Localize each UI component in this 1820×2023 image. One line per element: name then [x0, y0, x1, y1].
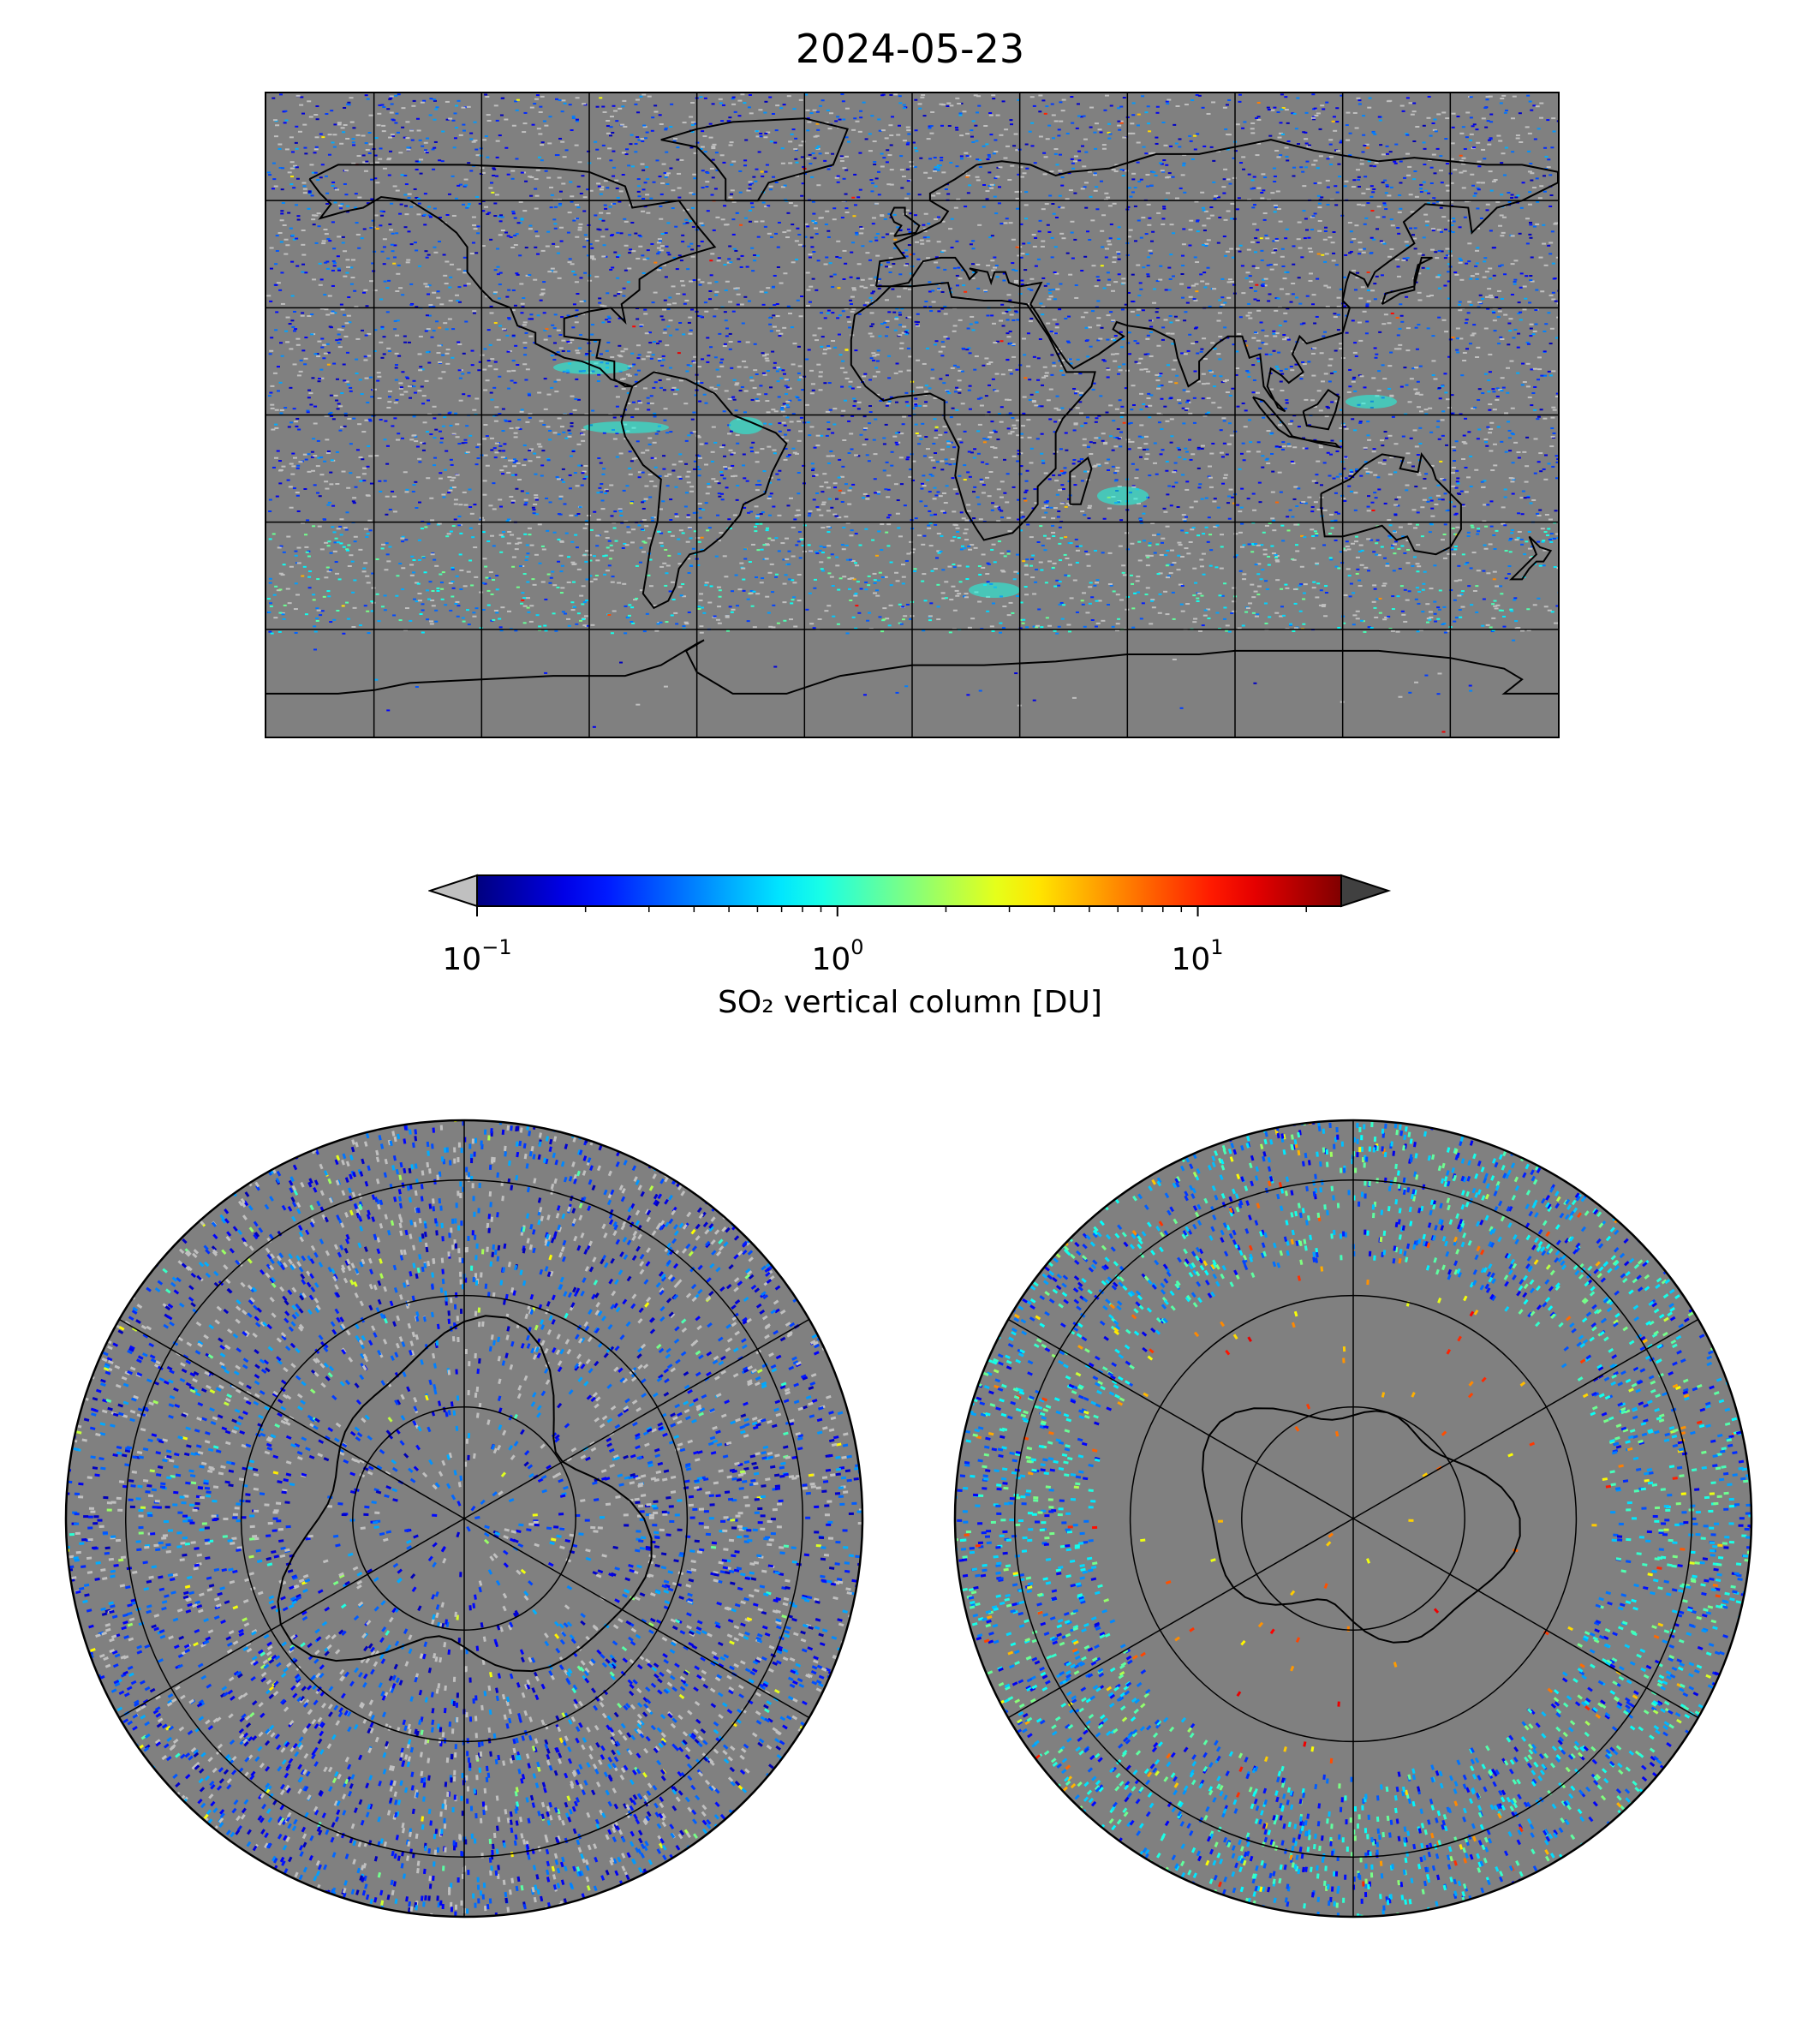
meridian-5	[1352, 1318, 1699, 1519]
coastline-new-zealand	[1509, 535, 1553, 581]
so2-enhancement-2	[729, 417, 763, 434]
colorbar-tick-1: 100	[811, 935, 864, 977]
coastline-uk	[889, 206, 921, 237]
polar-so2-speckle	[955, 1120, 1751, 1917]
coastline-japan	[1381, 256, 1433, 306]
so2-enhancement-3	[1097, 486, 1149, 505]
meridian-2	[1007, 1518, 1354, 1719]
north-polar-map	[64, 1119, 864, 1919]
coastline-south-america	[620, 371, 788, 610]
coastline-indonesia	[1252, 396, 1342, 449]
polar-boundary	[64, 1119, 864, 1919]
so2-enhancement-0	[553, 361, 630, 374]
so2-enhancement-1	[583, 421, 669, 433]
colorbar-gradient	[476, 874, 1342, 907]
colorbar-tick-0: 10−1	[442, 935, 512, 977]
colorbar-tick-2: 101	[1171, 935, 1224, 977]
meridian-2	[118, 1518, 465, 1719]
coastline-antarctica	[1202, 1407, 1521, 1644]
south-polar-map	[953, 1119, 1753, 1919]
coastline-africa	[850, 282, 1096, 541]
coastline-antarctica	[266, 639, 1558, 695]
polar-gridlines	[118, 1120, 810, 1917]
meridian-1	[1007, 1318, 1354, 1519]
coastline-arctic	[277, 1315, 653, 1673]
colorbar-over-arrow	[1340, 874, 1392, 908]
colorbar-label: SO₂ vertical column [DU]	[718, 985, 1102, 1020]
meridian-1	[118, 1318, 465, 1519]
global-map	[265, 92, 1560, 738]
coastline-eurasia	[875, 139, 1558, 413]
polar-coastlines	[277, 1315, 653, 1673]
coastline-north-america	[308, 164, 717, 388]
global-map-canvas	[266, 93, 1558, 737]
meridian-5	[463, 1318, 810, 1519]
meridian-4	[463, 1518, 810, 1719]
colorbar-under-arrow	[428, 874, 478, 908]
colorbar	[428, 874, 1392, 916]
global-gridlines	[266, 93, 1558, 737]
so2-enhancement-5	[1346, 395, 1397, 409]
coastline-madagascar	[1069, 456, 1093, 505]
coastline-borneo	[1302, 388, 1340, 431]
polar-gridlines	[1007, 1120, 1699, 1917]
meridian-4	[1352, 1518, 1699, 1719]
polar-coastlines	[1202, 1407, 1521, 1644]
coastline-australia	[1320, 452, 1462, 556]
coastline-greenland	[660, 117, 849, 202]
polar-boundary	[953, 1119, 1753, 1919]
so2-enhancement-4	[969, 582, 1020, 598]
figure-title: 2024-05-23	[795, 26, 1025, 72]
